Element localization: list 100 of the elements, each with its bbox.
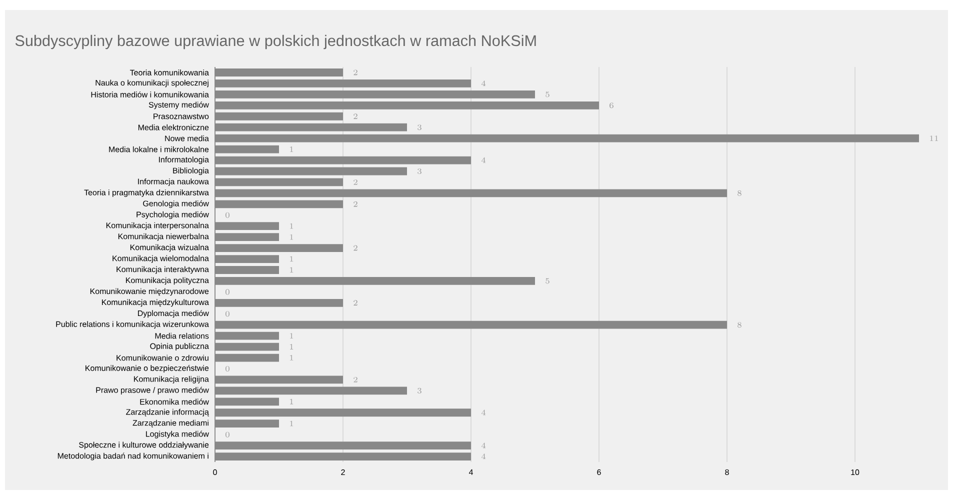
bar (215, 178, 343, 186)
y-tick-label: Komunikowanie o zdrowiu (116, 354, 208, 361)
data-label: 2 (354, 201, 358, 207)
bar (215, 376, 343, 384)
y-tick-label: Historia mediów i komunikowania (91, 91, 209, 98)
data-label: 4 (481, 410, 486, 416)
data-label: 8 (738, 190, 742, 196)
y-tick-label: Systemy mediów (148, 102, 209, 110)
y-tick-label: Komunikacja wielomodalna (112, 255, 209, 263)
bar (215, 222, 280, 230)
data-label: 2 (354, 114, 358, 119)
data-label: 1 (290, 146, 294, 152)
bar (215, 112, 343, 120)
y-tick-label: Psychologia mediów (136, 211, 209, 219)
data-label: 0 (226, 311, 230, 317)
bar (215, 80, 472, 88)
y-tick-label: Społeczne i kulturowe oddziaływanie (79, 442, 209, 450)
bar (215, 266, 280, 274)
data-label: 3 (418, 168, 422, 174)
data-label: 0 (226, 366, 230, 372)
bar (215, 200, 343, 208)
bar (215, 145, 280, 154)
bar (215, 332, 280, 340)
bar (215, 255, 280, 263)
y-tick-label: Informacja naukowa (138, 178, 209, 186)
bar (215, 167, 408, 176)
data-label: 5 (546, 92, 550, 98)
data-label: 1 (290, 344, 294, 350)
data-label: 1 (290, 223, 294, 229)
y-tick-label: Teoria komunikowania (130, 70, 209, 76)
data-label: 6 (610, 102, 614, 108)
y-tick-label: Komunikowanie o bezpieczeństwie (86, 364, 209, 373)
y-tick-label: Metodologia badań nad komunikowaniem i (58, 452, 208, 460)
data-label: 4 (481, 157, 486, 163)
y-tick-label: Komunikacja międzykulturowa (102, 299, 209, 307)
data-label: 1 (290, 355, 294, 360)
bar (215, 442, 472, 450)
y-tick-label: Komunikacja interaktywna (116, 266, 209, 274)
x-tick-label: 10 (851, 469, 860, 476)
bar (215, 320, 728, 329)
bar (215, 398, 280, 406)
y-tick-label: Komunikacja religijna (134, 376, 209, 384)
data-label: 0 (226, 432, 230, 438)
data-label: 2 (354, 179, 358, 185)
y-tick-label: Nowe media (165, 135, 209, 142)
bar (215, 123, 408, 132)
y-tick-label: Dyplomacja mediów (138, 310, 209, 318)
data-label: 2 (354, 376, 358, 382)
bar (215, 342, 280, 351)
bar (215, 386, 408, 395)
x-tick-label: 4 (468, 469, 474, 475)
y-tick-label: Komunikowanie międzynarodowe (90, 288, 209, 296)
data-label: 8 (738, 322, 742, 328)
bar (215, 189, 728, 198)
bar (215, 354, 280, 362)
y-tick-label: Zarządzanie mediami (132, 420, 208, 428)
data-label: 4 (481, 454, 486, 460)
bar (215, 68, 343, 76)
y-tick-label: Media elektroniczne (138, 124, 209, 130)
data-label: 11 (930, 136, 938, 141)
y-tick-label: Public relations i komunikacja wizerunkowa (56, 321, 209, 329)
data-label: 1 (290, 234, 294, 240)
data-label: 2 (354, 70, 358, 76)
y-tick-label: Media lokalne i mikrolokalne (109, 146, 209, 152)
data-label: 1 (290, 398, 294, 404)
data-label: 2 (354, 245, 358, 251)
y-tick-label: Komunikacja wizualna (130, 244, 209, 252)
data-label: 5 (546, 278, 550, 284)
y-tick-label: Prawo prasowe / prawo mediów (96, 386, 209, 394)
y-tick-label: Ekonomika mediów (140, 398, 209, 405)
y-tick-label: Zarządzanie informacją (126, 408, 209, 416)
data-label: 3 (418, 124, 422, 130)
bar (215, 134, 920, 142)
data-label: 4 (481, 442, 486, 448)
y-tick-label: Prasoznawstwo (154, 114, 209, 120)
y-tick-label: Komunikacja polityczna (126, 277, 209, 285)
y-tick-label: Informatologia (158, 156, 209, 164)
data-label: 1 (290, 267, 294, 273)
bar (215, 420, 280, 428)
bar (215, 233, 280, 242)
bar (215, 408, 472, 417)
y-tick-label: Genologia mediów (143, 200, 209, 208)
y-tick-label: Logistyka mediów (146, 430, 209, 438)
y-tick-label: Komunikacja niewerbalna (118, 233, 209, 241)
y-tick-label: Opinia publiczna (150, 343, 209, 351)
bar (215, 452, 472, 460)
data-label: 1 (290, 420, 294, 426)
data-label: 0 (226, 212, 230, 218)
x-tick-label: 2 (341, 469, 345, 475)
y-tick-label: Nauka o komunikacji społecznej (96, 80, 208, 88)
y-tick-label: Media relations (155, 332, 209, 339)
bar (215, 298, 343, 307)
data-label: 4 (481, 80, 486, 86)
x-tick-label: 6 (597, 469, 601, 476)
bar (215, 244, 343, 252)
data-label: 3 (418, 388, 422, 394)
bar (215, 156, 472, 164)
y-tick-label: Bibliologia (173, 168, 209, 175)
data-label: 1 (290, 256, 294, 262)
chart-title: Subdyscypliny bazowe uprawiane w polskich jednostkach w ramach NoKSiM (15, 34, 536, 50)
